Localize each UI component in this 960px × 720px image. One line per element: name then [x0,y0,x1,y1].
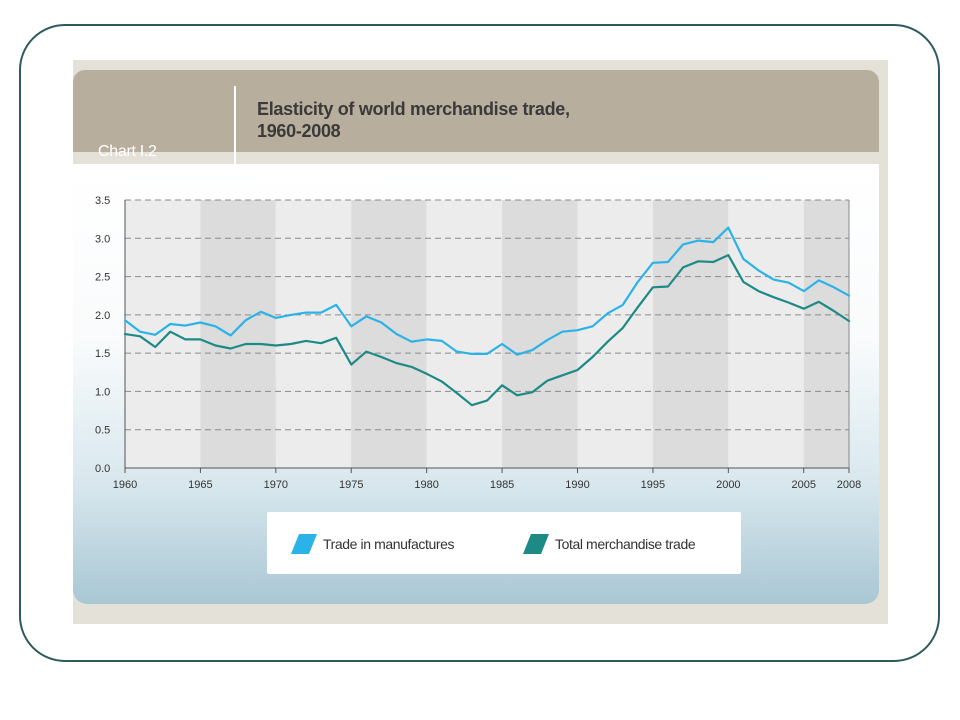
x-tick-label: 1960 [113,479,137,491]
x-tick-label: 1965 [188,479,212,491]
legend-label-total-merchandise-trade: Total merchandise trade [555,536,696,552]
legend-swatch-total-merchandise-trade [523,534,549,554]
chart-title: Elasticity of world merchandise trade, 1… [257,98,817,142]
chart-header: Chart I.2 Elasticity of world merchandis… [73,70,879,174]
x-tick-label: 1995 [641,479,665,491]
chart-title-line2: 1960-2008 [257,121,341,141]
plot-band [728,200,804,468]
header-divider [234,86,236,174]
x-tick-label: 1980 [414,479,438,491]
y-tick-label: 1.0 [95,386,110,398]
slide-frame [19,24,940,662]
y-tick-label: 1.5 [95,348,110,360]
x-tick-label: 1970 [264,479,288,491]
plot-band [125,200,201,468]
x-tick-label: 2000 [716,479,740,491]
chart-body: 0.0 0.5 1.0 1.5 2.0 2.5 3.0 3.5 1960 1965 1970 1975… [73,164,879,604]
plot-band [426,200,503,468]
legend-label-trade-in-manufactures: Trade in manufactures [323,536,455,552]
plot-band [502,200,578,468]
x-tick-label: 1990 [565,479,589,491]
x-tick-label: 1975 [339,479,363,491]
plot-band [200,200,276,468]
line-chart: 0.0 0.5 1.0 1.5 2.0 2.5 3.0 3.5 1960 1965 1970 1975… [95,195,861,491]
plot-band [652,200,729,468]
plot-band [275,200,352,468]
legend: Trade in manufactures Total merchandise … [267,512,741,574]
x-tick-label: 1985 [490,479,514,491]
y-tick-label: 0.0 [95,463,110,475]
y-tick-label: 2.0 [95,310,110,322]
plot-band [351,200,427,468]
series-line-trade-in-manufactures [123,226,851,356]
chart-card: Chart I.2 Elasticity of world merchandis… [73,60,888,624]
chart-title-line1: Elasticity of world merchandise trade, [257,99,570,119]
y-tick-label: 3.0 [95,233,110,245]
y-tick-label: 2.5 [95,272,110,284]
chart-number: Chart I.2 [98,143,157,160]
y-tick-label: 0.5 [95,425,110,437]
series-line-total-merchandise-trade [123,253,851,407]
x-tick-label: 2008 [837,479,861,491]
x-tick-label: 2005 [792,479,816,491]
plot-band [803,200,849,468]
legend-swatch-trade-in-manufactures [291,534,317,554]
y-tick-label: 3.5 [95,195,110,207]
